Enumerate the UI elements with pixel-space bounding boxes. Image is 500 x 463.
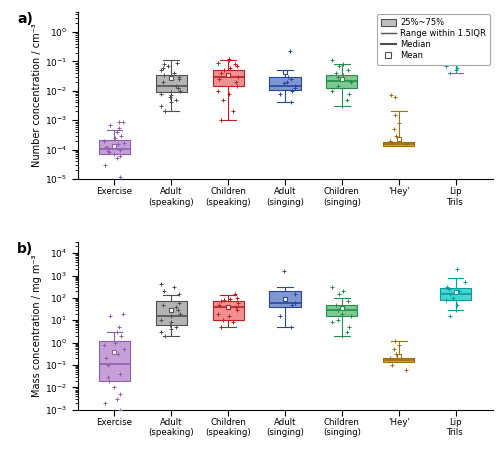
Text: b): b): [18, 243, 34, 257]
Text: a): a): [18, 12, 33, 25]
Legend: 25%~75%, Range within 1.5IQR, Median, Mean: 25%~75%, Range within 1.5IQR, Median, Me…: [376, 14, 490, 65]
Y-axis label: Mass concentration / mg m⁻³: Mass concentration / mg m⁻³: [32, 255, 42, 397]
Y-axis label: Number concentration / cm⁻³: Number concentration / cm⁻³: [32, 23, 42, 167]
